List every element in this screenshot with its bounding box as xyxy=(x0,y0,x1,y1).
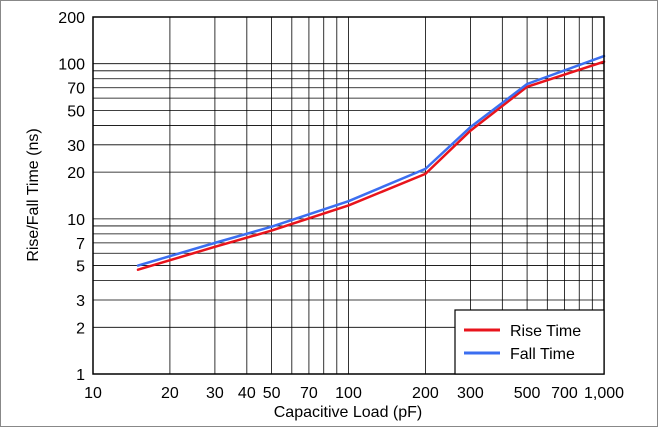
y-tick-label: 20 xyxy=(67,165,85,182)
y-tick-label: 50 xyxy=(67,103,85,120)
y-tick-label: 10 xyxy=(67,212,85,229)
x-tick-label: 50 xyxy=(263,385,281,402)
x-tick-label: 10 xyxy=(84,385,102,402)
y-tick-label: 70 xyxy=(67,81,85,98)
legend-label-fall-time: Fall Time xyxy=(510,346,575,363)
series-line-fall-time xyxy=(136,54,606,267)
y-tick-label: 3 xyxy=(76,293,85,310)
x-tick-label: 70 xyxy=(300,385,318,402)
y-tick-label: 7 xyxy=(76,236,85,253)
y-tick-labels: 1 2 3 5 7 10 20 30 50 70 100 200 xyxy=(58,10,85,384)
x-axis-label: Capacitive Load (pF) xyxy=(274,404,423,421)
y-axis-label: Rise/Fall Time (ns) xyxy=(25,128,42,261)
y-tick-label: 1 xyxy=(76,367,85,384)
x-tick-label: 100 xyxy=(335,385,362,402)
x-tick-labels: 10 20 30 40 50 70 100 200 300 500 700 1,000 xyxy=(84,385,624,402)
y-tick-label: 5 xyxy=(76,259,85,276)
legend-label-rise-time: Rise Time xyxy=(510,323,581,340)
y-tick-label: 200 xyxy=(58,10,85,27)
y-tick-label: 30 xyxy=(67,138,85,155)
x-tick-label: 30 xyxy=(206,385,224,402)
x-tick-label: 700 xyxy=(551,385,578,402)
x-tick-label: 300 xyxy=(457,385,484,402)
x-tick-label: 200 xyxy=(412,385,439,402)
y-tick-label: 100 xyxy=(58,57,85,74)
series-line-rise-time xyxy=(136,60,606,271)
y-tick-label: 2 xyxy=(76,320,85,337)
series-lines xyxy=(136,54,606,271)
x-tick-label: 1,000 xyxy=(584,385,624,402)
x-tick-label: 40 xyxy=(238,385,256,402)
legend-box xyxy=(454,309,605,375)
legend: Rise Time Fall Time xyxy=(454,309,605,375)
x-tick-label: 500 xyxy=(514,385,541,402)
x-tick-label: 20 xyxy=(161,385,179,402)
grid-lines xyxy=(93,17,604,374)
plot-area-border xyxy=(92,16,605,375)
